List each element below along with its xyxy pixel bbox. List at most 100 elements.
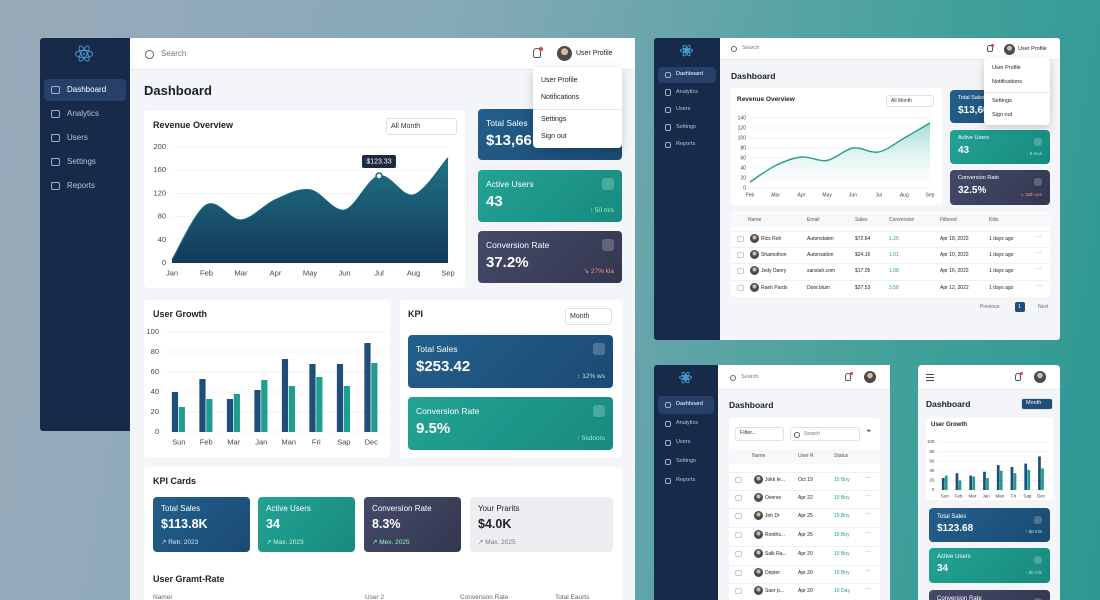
row-actions[interactable]: ···: [866, 549, 871, 555]
row-checkbox[interactable]: [735, 494, 742, 501]
stat-label: Active Users: [266, 504, 311, 513]
menu-item[interactable]: Sign out: [992, 111, 1013, 118]
avatar: [750, 234, 759, 244]
avatar: [750, 283, 759, 293]
nav-active: [658, 396, 714, 414]
row-actions[interactable]: ···: [866, 568, 871, 574]
nav-item[interactable]: Reports: [67, 181, 96, 190]
row-actions[interactable]: ···: [866, 511, 871, 517]
profile-name[interactable]: User Profile: [1018, 46, 1047, 52]
search-box[interactable]: [790, 427, 860, 441]
pager[interactable]: 1: [1018, 304, 1021, 310]
menu-item[interactable]: Notifications: [992, 79, 1022, 86]
nav-item[interactable]: Reports: [676, 141, 696, 148]
nav-item[interactable]: Dashboard: [676, 71, 703, 78]
nav-item[interactable]: Analytics: [676, 88, 699, 95]
table-cell: 1 days ago: [989, 251, 1014, 258]
menu-item[interactable]: Settings: [992, 97, 1012, 104]
menu-icon[interactable]: [926, 377, 934, 379]
row-checkbox[interactable]: [735, 512, 742, 519]
pager-current[interactable]: [1015, 302, 1025, 312]
nav-icon: [51, 181, 60, 191]
row-checkbox[interactable]: [737, 235, 744, 242]
row-divider: [729, 527, 880, 528]
menu-item[interactable]: Sign out: [541, 133, 567, 141]
nav-item[interactable]: Analytics: [67, 109, 100, 118]
table-cell: Rooths...: [765, 531, 786, 538]
nav-item[interactable]: Dashboard: [676, 401, 703, 408]
search-input[interactable]: Search: [804, 431, 820, 437]
avatar: [557, 46, 572, 61]
nav-icon: [51, 85, 60, 95]
search-input[interactable]: Search: [161, 49, 187, 58]
avatar: [754, 530, 763, 540]
menu-item[interactable]: Notifications: [541, 94, 580, 102]
row-checkbox[interactable]: [735, 569, 742, 576]
nav-icon: [51, 109, 60, 119]
row-actions[interactable]: ···: [866, 475, 871, 481]
row-checkbox[interactable]: [735, 476, 742, 483]
menu-icon[interactable]: [926, 374, 934, 376]
menu-item[interactable]: User Profile: [992, 65, 1021, 72]
stat-card: [950, 170, 1050, 205]
table-cell: 1 days ago: [989, 284, 1014, 291]
table-cell: Apr 16, 2022: [940, 267, 969, 274]
row-checkbox[interactable]: [735, 531, 742, 538]
nav-item[interactable]: Analytics: [676, 420, 699, 427]
filter-dropdown[interactable]: [386, 118, 457, 135]
nav-item[interactable]: Reports: [676, 477, 696, 484]
stat-card: [929, 548, 1050, 583]
filter-dropdown[interactable]: [735, 427, 784, 441]
nav-item[interactable]: Settings: [676, 458, 696, 465]
stat-value: $123.68: [937, 523, 974, 534]
search-input[interactable]: Search: [742, 45, 760, 51]
stat-icon: [593, 405, 605, 417]
nav-item[interactable]: Users: [676, 439, 691, 446]
table-cell: Overse: [765, 494, 782, 501]
filter-dropdown[interactable]: [886, 95, 934, 107]
stat-card: [470, 497, 613, 552]
nav-item[interactable]: Users: [67, 133, 88, 142]
row-actions[interactable]: ···: [1036, 266, 1041, 272]
row-checkbox[interactable]: [737, 267, 744, 274]
row-actions[interactable]: ···: [866, 530, 871, 536]
profile-name[interactable]: User Profile: [576, 50, 613, 57]
table-cell: 15 Boy: [834, 512, 850, 519]
nav-item[interactable]: Users: [676, 106, 691, 113]
pager[interactable]: Previous: [980, 304, 1000, 310]
row-checkbox[interactable]: [737, 284, 744, 291]
filter-dropdown[interactable]: [1021, 398, 1053, 410]
filter-dropdown[interactable]: [565, 308, 612, 325]
bell-icon: [845, 373, 852, 381]
row-checkbox[interactable]: [737, 251, 744, 258]
panel-title: KPI Cards: [153, 476, 197, 486]
filter-label[interactable]: Month: [570, 313, 590, 320]
stat-value: 43: [958, 145, 970, 156]
row-actions[interactable]: ···: [1036, 283, 1041, 289]
table-cell: 1 days ago: [989, 267, 1014, 274]
nav-icon: [51, 157, 60, 167]
search-input[interactable]: Search: [741, 374, 759, 380]
filter-label[interactable]: All Month: [891, 97, 912, 104]
table-header: Total Eaurts: [555, 594, 590, 600]
filter-label[interactable]: All Month: [391, 123, 421, 130]
filter-label[interactable]: Month: [1026, 400, 1042, 407]
row-checkbox[interactable]: [735, 550, 742, 557]
row-checkbox[interactable]: [735, 587, 742, 594]
row-actions[interactable]: ···: [1036, 234, 1041, 240]
nav-icon: [665, 477, 672, 485]
nav-item[interactable]: Settings: [676, 123, 696, 130]
stat-icon: [1034, 138, 1042, 146]
row-actions[interactable]: ···: [866, 493, 871, 499]
nav-item[interactable]: Settings: [67, 157, 96, 166]
row-actions[interactable]: ···: [1036, 250, 1041, 256]
menu-icon[interactable]: [926, 380, 934, 382]
filter-label[interactable]: Filter...: [740, 430, 757, 437]
filter-icon[interactable]: ⏷: [866, 428, 872, 435]
menu-item[interactable]: User Profile: [541, 77, 578, 85]
table-cell: Apr 10, 2022: [940, 251, 969, 258]
menu-item[interactable]: Settings: [541, 116, 567, 124]
row-actions[interactable]: ···: [866, 586, 871, 592]
pager[interactable]: Next: [1038, 304, 1049, 310]
nav-item[interactable]: Dashboard: [67, 85, 107, 94]
